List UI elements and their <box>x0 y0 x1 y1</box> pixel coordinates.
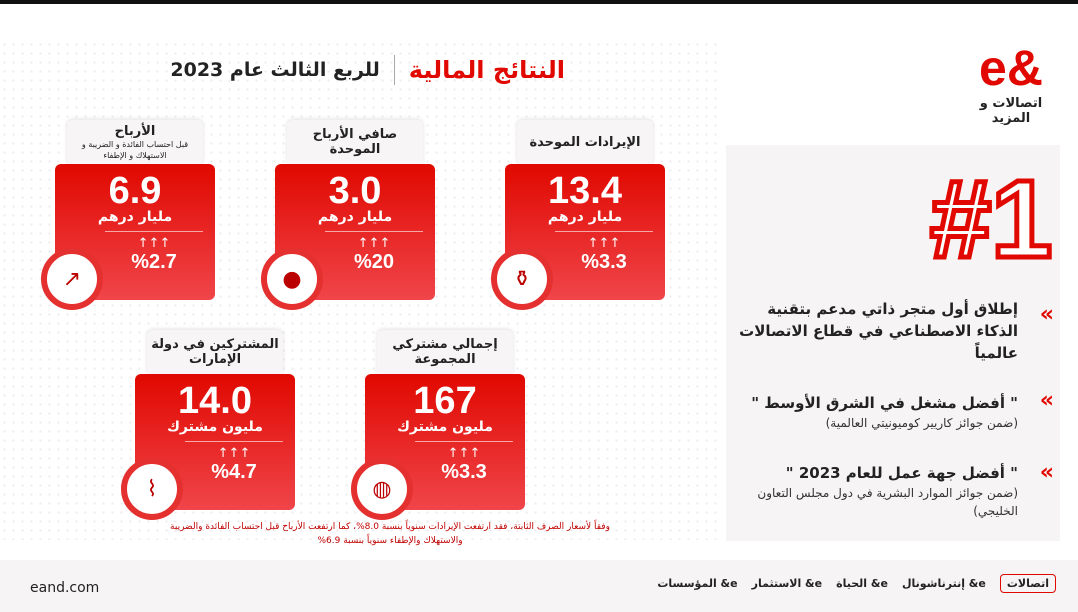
up-arrows-icon: ↑↑↑ <box>357 236 391 251</box>
uae-map-icon: ⌇ <box>121 458 183 520</box>
card-value: 14.0 <box>178 380 252 422</box>
card-divider <box>105 231 203 232</box>
card-group-subscribers: إجمالي مشتركي المجموعة 167 مليون مشترك ↑… <box>351 330 525 520</box>
money-bag-icon: ⚱ <box>491 248 553 310</box>
hand-coins-icon: ● <box>261 248 323 310</box>
up-arrows-icon: ↑↑↑ <box>447 446 481 461</box>
card-ebitda: الأرباح قبل احتساب الفائدة و الضريبة و ال… <box>41 120 215 310</box>
up-arrows-icon: ↑↑↑ <box>217 446 251 461</box>
logo-name: اتصالات و المزيد <box>979 96 1043 126</box>
card-change: %20 <box>353 251 395 273</box>
logo-mark: e& <box>979 40 1043 96</box>
up-arrows-icon: ↑↑↑ <box>587 236 621 251</box>
card-unit: مليار درهم <box>547 209 623 225</box>
card-divider <box>415 441 513 442</box>
eand-logo[interactable]: e& اتصالات و المزيد <box>966 40 1056 126</box>
title-divider <box>393 55 395 85</box>
top-bar <box>0 0 1078 4</box>
card-label: إجمالي مشتركي المجموعة <box>392 337 498 367</box>
brand-etisalat[interactable]: اتصالات <box>999 574 1056 593</box>
website-link[interactable]: eand.com <box>30 580 100 596</box>
achievement-sub: (ضمن جوائز كاريير كوميونيتي العالمية) <box>825 416 1018 430</box>
card-divider <box>555 231 653 232</box>
achievement-1: إطلاق أول متجر ذاتي مدعم بتقنية الذكاء ا… <box>738 298 1018 364</box>
card-change: %3.3 <box>441 461 487 483</box>
growth-chart-icon: ↗ <box>41 248 103 310</box>
achievement-headline: " أفضل جهة عمل للعام 2023 " <box>785 464 1018 482</box>
card-divider <box>325 231 423 232</box>
globe-network-icon: ◍ <box>351 458 413 520</box>
chevron-icon: « <box>1039 388 1054 413</box>
title-sub: للربع الثالث عام 2023 <box>170 59 380 81</box>
card-unit: مليون مشترك <box>397 419 493 435</box>
brand-list: اتصالات e& إنترناشونال e& الحياة e& الاس… <box>657 574 1056 593</box>
brand-enterprise[interactable]: e& المؤسسات <box>657 577 738 590</box>
card-divider <box>185 441 283 442</box>
card-value: 6.9 <box>108 170 162 212</box>
card-label: المشتركين في دولة الإمارات <box>151 337 279 367</box>
achievement-3: " أفضل جهة عمل للعام 2023 " (ضمن جوائز ا… <box>738 462 1018 520</box>
card-label: الإيرادات الموحدة <box>529 134 641 150</box>
achievement-2: " أفضل مشغل في الشرق الأوسط " (ضمن جوائز… <box>738 392 1018 432</box>
up-arrows-icon: ↑↑↑ <box>137 236 171 251</box>
card-value: 167 <box>413 380 477 422</box>
card-uae-subscribers: المشتركين في دولة الإمارات 14.0 مليون مش… <box>121 330 295 520</box>
card-change: %3.3 <box>581 251 627 273</box>
achievement-headline: إطلاق أول متجر ذاتي مدعم بتقنية الذكاء ا… <box>739 300 1018 362</box>
footnote: وفقاً لأسعار الصرف الثابتة، فقد ارتفعت ا… <box>170 522 610 546</box>
card-unit: مليون مشترك <box>167 419 263 435</box>
card-value: 13.4 <box>548 170 622 212</box>
achievements-panel <box>726 145 1060 541</box>
card-change: %2.7 <box>131 251 177 273</box>
card-revenue: الإيرادات الموحدة 13.4 مليار درهم ↑↑↑ %3… <box>491 120 665 310</box>
brand-capital[interactable]: e& الاستثمار <box>751 577 823 590</box>
brand-international[interactable]: e& إنترناشونال <box>901 577 986 590</box>
card-label: الأرباح <box>114 123 156 139</box>
card-change: %4.7 <box>211 461 257 483</box>
achievement-headline: " أفضل مشغل في الشرق الأوسط " <box>751 394 1018 412</box>
chevron-icon: « <box>1039 460 1054 485</box>
brand-life[interactable]: e& الحياة <box>836 577 888 590</box>
card-label: صافي الأرباح الموحدة <box>312 127 398 157</box>
card-note: قبل احتساب الفائدة و الضريبة و الاستهلاك… <box>81 139 189 160</box>
chevron-icon: « <box>1039 302 1054 327</box>
achievement-sub: (ضمن جوائز الموارد البشرية في دول مجلس ا… <box>757 486 1018 518</box>
card-value: 3.0 <box>328 170 382 212</box>
title-main: النتائج المالية <box>408 56 565 84</box>
card-net-profit: صافي الأرباح الموحدة 3.0 مليار درهم ↑↑↑ … <box>261 120 435 310</box>
card-unit: مليار درهم <box>97 209 173 225</box>
footer: eand.com اتصالات e& إنترناشونال e& الحيا… <box>0 560 1078 612</box>
card-unit: مليار درهم <box>317 209 393 225</box>
rank-number-one: #1 <box>927 158 1054 281</box>
page-title: النتائج المالية للربع الثالث عام 2023 <box>45 55 565 85</box>
